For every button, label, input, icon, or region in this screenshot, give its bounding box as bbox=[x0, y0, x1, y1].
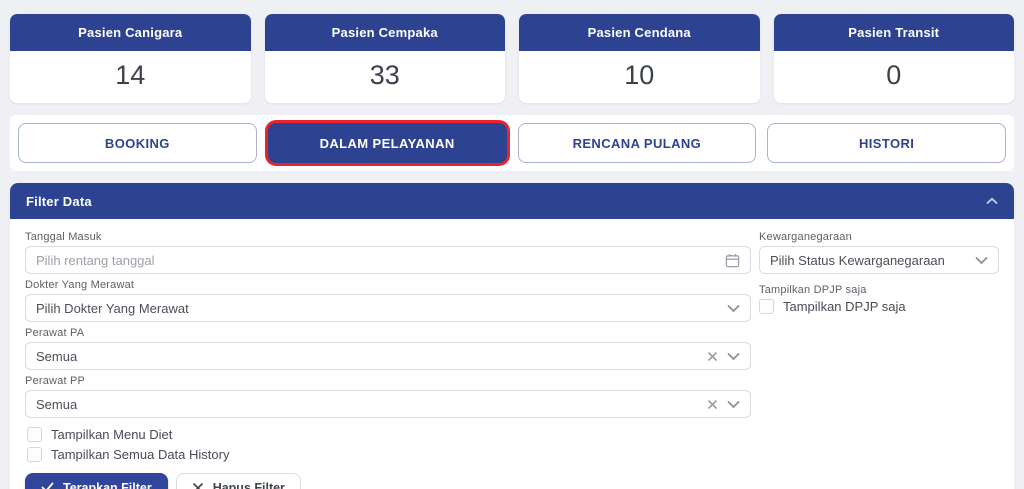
field-perawat-pp: Perawat PP Semua bbox=[25, 375, 751, 418]
chevron-down-icon bbox=[975, 256, 988, 265]
chevron-down-icon bbox=[727, 400, 740, 409]
apply-filter-button[interactable]: Terapkan Filter bbox=[25, 473, 168, 489]
checkbox-row-dpjp: Tampilkan DPJP saja bbox=[759, 299, 999, 314]
kewarganegaraan-select[interactable]: Pilih Status Kewarganegaraan bbox=[759, 246, 999, 274]
card-title: Pasien Cempaka bbox=[264, 14, 505, 51]
perawat-pa-select[interactable]: Semua bbox=[25, 342, 751, 370]
filter-left-column: Tanggal Masuk Dokter Yang Merawat Pilih bbox=[25, 231, 751, 489]
checkbox-row-menu-diet: Tampilkan Menu Diet bbox=[27, 427, 751, 442]
summary-card-cempaka: Pasien Cempaka 33 bbox=[264, 14, 505, 103]
date-range-input[interactable] bbox=[36, 247, 725, 273]
tab-histori[interactable]: HISTORI bbox=[767, 123, 1006, 163]
field-label: Dokter Yang Merawat bbox=[25, 279, 135, 291]
field-label: Perawat PP bbox=[25, 375, 86, 387]
select-value: Pilih Status Kewarganegaraan bbox=[770, 252, 945, 268]
apply-filter-label: Terapkan Filter bbox=[63, 480, 152, 489]
clear-x-icon[interactable] bbox=[707, 351, 718, 362]
chevron-down-icon bbox=[727, 304, 740, 313]
select-value: Semua bbox=[36, 348, 78, 364]
field-label: Perawat PA bbox=[25, 327, 85, 339]
field-label: Tanggal Masuk bbox=[25, 231, 102, 243]
clear-x-icon[interactable] bbox=[707, 399, 718, 410]
select-value: Pilih Dokter Yang Merawat bbox=[36, 300, 189, 316]
checkbox-row-data-history: Tampilkan Semua Data History bbox=[27, 447, 751, 462]
summary-card-transit: Pasien Transit 0 bbox=[773, 14, 1014, 103]
menu-diet-checkbox[interactable] bbox=[27, 427, 42, 442]
checkbox-label: Tampilkan DPJP saja bbox=[783, 299, 906, 314]
date-range-input-wrap bbox=[25, 246, 751, 274]
tab-booking[interactable]: BOOKING bbox=[18, 123, 257, 163]
chevron-up-icon[interactable] bbox=[986, 197, 998, 205]
dokter-select[interactable]: Pilih Dokter Yang Merawat bbox=[25, 294, 751, 322]
tabs-bar: BOOKING DALAM PELAYANAN RENCANA PULANG H… bbox=[10, 115, 1014, 171]
field-kewarganegaraan: Kewarganegaraan Pilih Status Kewarganega… bbox=[759, 231, 999, 274]
card-value: 33 bbox=[264, 51, 505, 103]
field-perawat-pa: Perawat PA Semua bbox=[25, 327, 751, 370]
summary-card-cendana: Pasien Cendana 10 bbox=[519, 14, 760, 103]
filter-right-column: Kewarganegaraan Pilih Status Kewarganega… bbox=[759, 231, 999, 489]
clear-filter-label: Hapus Filter bbox=[212, 480, 285, 489]
perawat-pp-select[interactable]: Semua bbox=[25, 390, 751, 418]
extra-checkboxes: Tampilkan Menu Diet Tampilkan Semua Data… bbox=[27, 427, 751, 462]
check-icon bbox=[41, 482, 54, 489]
card-title: Pasien Cendana bbox=[519, 14, 760, 51]
x-icon bbox=[192, 482, 204, 489]
filter-panel-header[interactable]: Filter Data bbox=[10, 183, 1014, 219]
select-value: Semua bbox=[36, 396, 78, 412]
field-label: Tampilkan DPJP saja bbox=[759, 284, 867, 296]
card-value: 10 bbox=[519, 51, 760, 103]
card-title: Pasien Transit bbox=[773, 14, 1014, 51]
checkbox-label: Tampilkan Semua Data History bbox=[51, 447, 230, 462]
card-value: 0 bbox=[773, 51, 1014, 103]
filter-form: Tanggal Masuk Dokter Yang Merawat Pilih bbox=[10, 219, 1014, 489]
calendar-icon[interactable] bbox=[725, 253, 740, 268]
tab-dalam-pelayanan[interactable]: DALAM PELAYANAN bbox=[267, 123, 507, 163]
field-dpjp: Tampilkan DPJP saja Tampilkan DPJP saja bbox=[759, 284, 999, 314]
card-value: 14 bbox=[10, 51, 251, 103]
chevron-down-icon bbox=[727, 352, 740, 361]
field-label: Kewarganegaraan bbox=[759, 231, 852, 243]
clear-filter-button[interactable]: Hapus Filter bbox=[175, 473, 301, 489]
filter-panel: Filter Data Tanggal Masuk bbox=[10, 183, 1014, 489]
summary-cards-row: Pasien Canigara 14 Pasien Cempaka 33 Pas… bbox=[10, 14, 1014, 103]
filter-buttons-row: Terapkan Filter Hapus Filter bbox=[25, 473, 751, 489]
field-tanggal-masuk: Tanggal Masuk bbox=[25, 231, 751, 274]
filter-panel-title: Filter Data bbox=[26, 193, 92, 209]
field-dokter: Dokter Yang Merawat Pilih Dokter Yang Me… bbox=[25, 279, 751, 322]
data-history-checkbox[interactable] bbox=[27, 447, 42, 462]
tab-rencana-pulang[interactable]: RENCANA PULANG bbox=[517, 123, 757, 163]
card-title: Pasien Canigara bbox=[10, 14, 251, 51]
dpjp-checkbox[interactable] bbox=[759, 299, 774, 314]
checkbox-label: Tampilkan Menu Diet bbox=[51, 427, 173, 442]
summary-card-canigara: Pasien Canigara 14 bbox=[10, 14, 251, 103]
